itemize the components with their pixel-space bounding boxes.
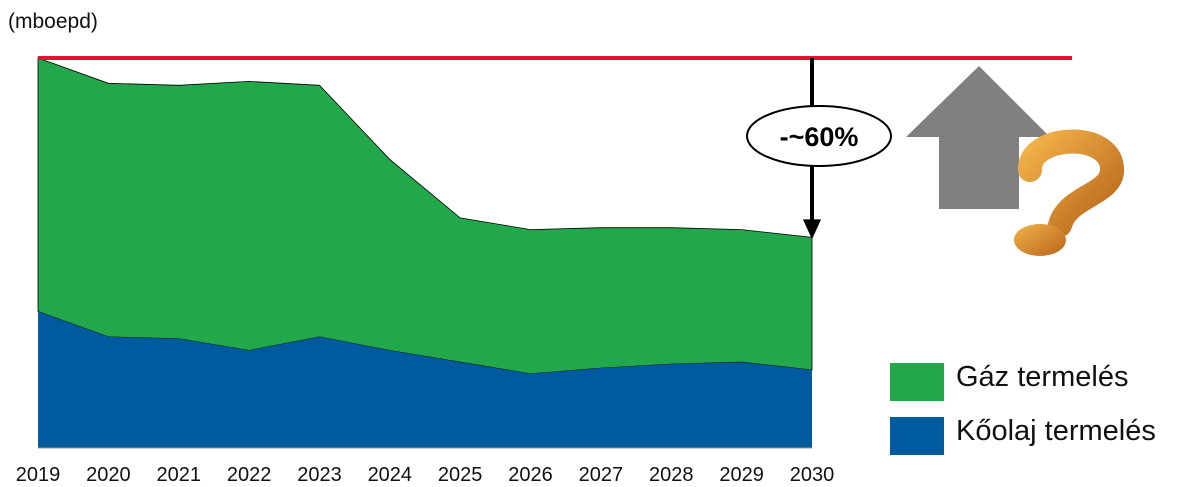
x-tick-label-2020: 2020 <box>86 464 131 486</box>
annotation-ellipse <box>746 105 892 167</box>
question-mark-icon <box>1014 129 1124 256</box>
x-tick-label-2023: 2023 <box>297 464 342 486</box>
x-tick-label-2030: 2030 <box>790 464 835 486</box>
x-tick-label-2025: 2025 <box>438 464 483 486</box>
x-tick-label-2027: 2027 <box>579 464 624 486</box>
legend-label-oil: Kőolaj termelés <box>956 415 1156 447</box>
gray-up-arrow-icon <box>906 66 1050 209</box>
legend-label-gas: Gáz termelés <box>956 361 1129 393</box>
x-tick-label-2022: 2022 <box>227 464 272 486</box>
area-gas <box>37 57 813 375</box>
legend-swatch-gas <box>890 363 944 401</box>
x-tick-label-2028: 2028 <box>649 464 694 486</box>
x-tick-label-2021: 2021 <box>156 464 201 486</box>
area-layer <box>37 57 813 448</box>
x-tick-label-2029: 2029 <box>719 464 764 486</box>
annotation-text: -~60% <box>780 122 859 152</box>
legend-swatch-oil <box>890 417 944 455</box>
x-tick-label-2026: 2026 <box>508 464 553 486</box>
x-tick-label-2019: 2019 <box>16 464 61 486</box>
area-oil <box>38 311 812 448</box>
decline-arrow-head <box>803 219 821 240</box>
unit-label: (mboepd) <box>8 10 98 33</box>
x-axis-ticks: 2019 2020 2021 2022 2023 2024 2025 2026 2027 2028… <box>16 464 835 486</box>
decline-annotation: -~60% <box>746 105 892 167</box>
x-tick-label-2024: 2024 <box>368 464 413 486</box>
